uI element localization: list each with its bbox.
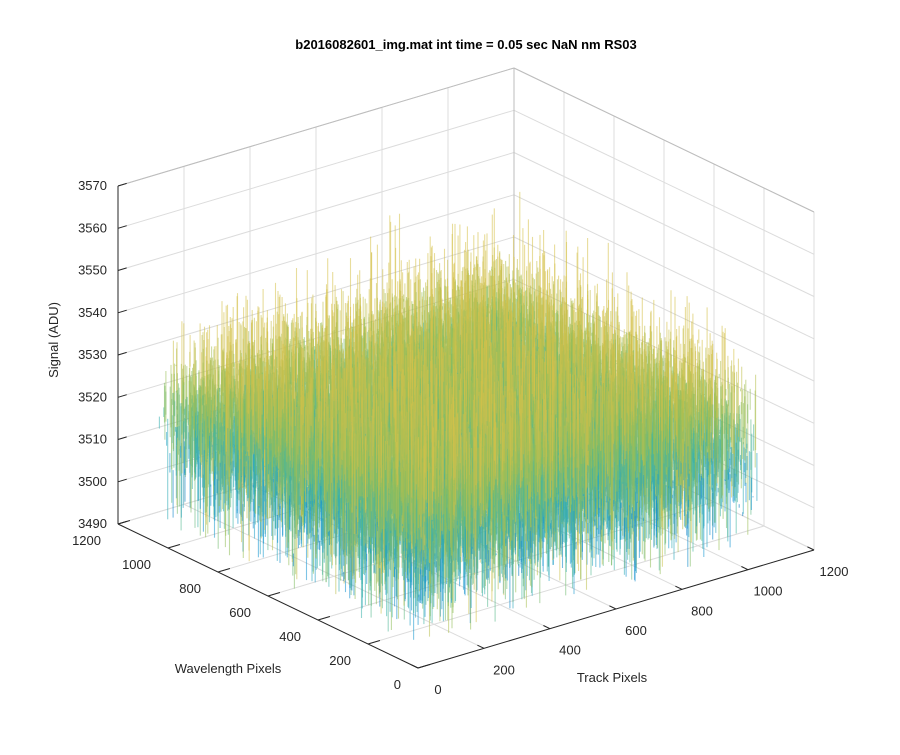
- surface-mesh: [159, 192, 757, 640]
